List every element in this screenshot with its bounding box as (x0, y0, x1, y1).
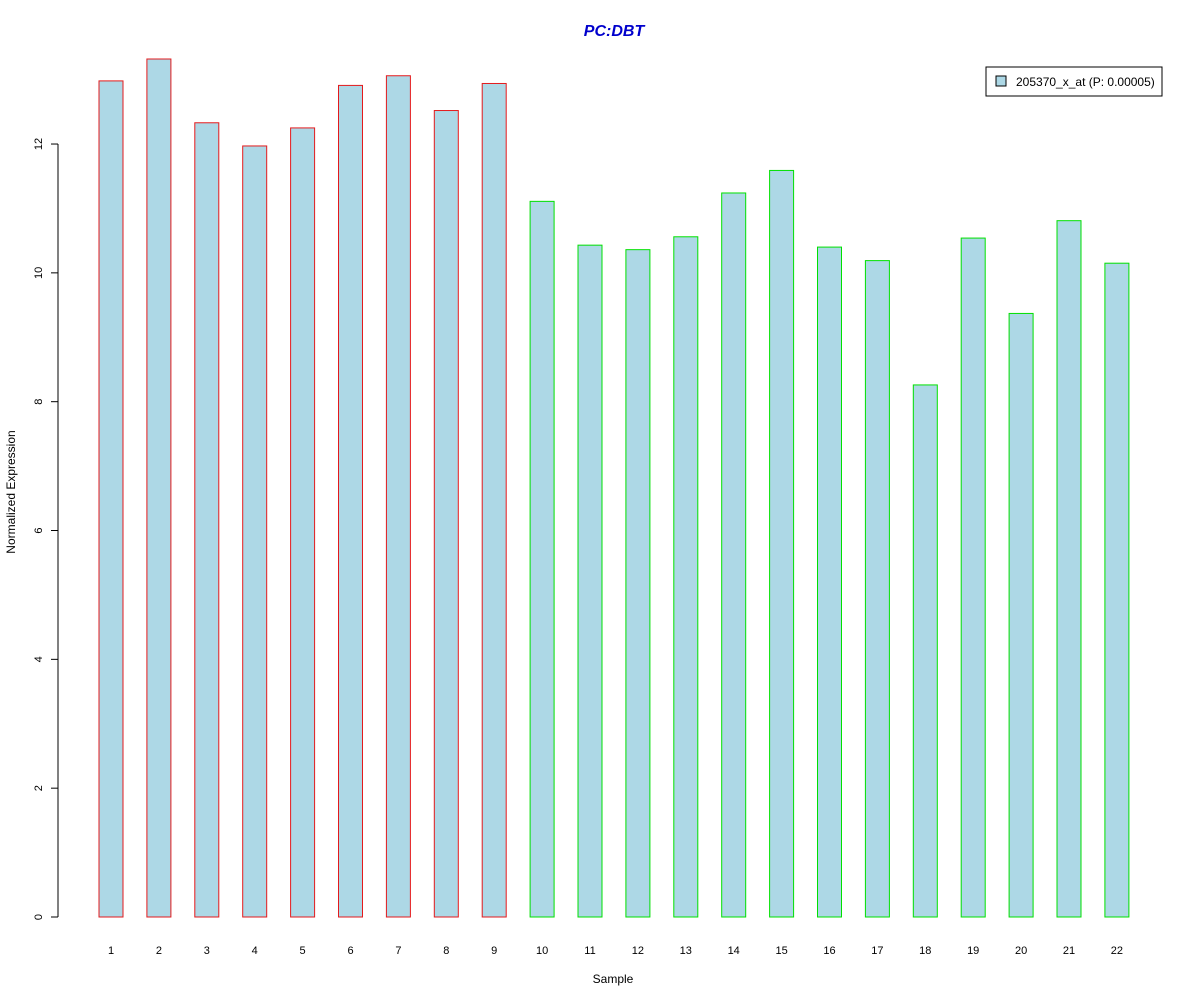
bar (481, 82, 507, 918)
bar (577, 244, 603, 918)
bar (1104, 262, 1130, 918)
x-tick-label: 4 (252, 945, 258, 957)
bar (290, 127, 316, 918)
bar (529, 200, 555, 918)
bar (721, 192, 747, 918)
x-tick-labels: 1 2 3 4 5 6 7 8 9 10 11 12 13 14 15 16 17 18 19 20 21 22 (108, 945, 1123, 957)
x-tick-label: 11 (584, 945, 595, 957)
bar (864, 260, 890, 918)
x-tick-label: 6 (347, 945, 353, 957)
legend: 205370_x_at (P: 0.00005) (985, 66, 1163, 97)
bar (769, 169, 795, 918)
x-tick-label: 3 (204, 945, 210, 957)
chart-title: PC:DBT (584, 23, 646, 40)
x-tick-label: 16 (823, 945, 835, 957)
bar (673, 236, 699, 918)
legend-swatch (995, 75, 1007, 87)
y-tick-label: 8 (33, 399, 45, 405)
x-tick-label: 19 (967, 945, 979, 957)
y-axis: 0 2 4 6 8 10 12 (33, 138, 59, 920)
x-tick-label: 1 (108, 945, 114, 957)
bar (338, 84, 363, 918)
legend-label: 205370_x_at (P: 0.00005) (1016, 75, 1155, 89)
x-axis-label: Sample (593, 972, 634, 986)
y-axis-label: Normalized Expression (4, 430, 18, 553)
bar (433, 110, 459, 918)
x-tick-label: 17 (871, 945, 883, 957)
bar (385, 75, 411, 918)
bars-group (98, 58, 1130, 918)
bar (242, 145, 268, 918)
bar (98, 80, 124, 918)
y-tick-label: 6 (33, 527, 45, 533)
bar (194, 122, 220, 918)
bar (960, 237, 986, 918)
x-tick-label: 14 (728, 945, 740, 957)
x-tick-label: 5 (300, 945, 306, 957)
bar (1056, 220, 1082, 918)
x-tick-label: 10 (536, 945, 548, 957)
x-tick-label: 2 (156, 945, 162, 957)
x-tick-label: 9 (491, 945, 497, 957)
x-tick-label: 7 (395, 945, 401, 957)
legend-box (985, 66, 1163, 97)
bar (146, 58, 172, 918)
x-tick-label: 20 (1015, 945, 1027, 957)
y-tick-label: 10 (33, 267, 45, 279)
x-tick-label: 18 (919, 945, 931, 957)
x-tick-label: 22 (1111, 945, 1123, 957)
bar (625, 249, 651, 918)
bar (912, 384, 938, 918)
y-tick-label: 0 (33, 914, 45, 920)
x-tick-label: 15 (775, 945, 787, 957)
x-tick-label: 21 (1063, 945, 1075, 957)
x-tick-label: 13 (680, 945, 692, 957)
x-tick-label: 12 (632, 945, 644, 957)
y-tick-label: 2 (33, 785, 45, 791)
y-tick-label: 12 (33, 138, 45, 150)
y-tick-label: 4 (33, 656, 45, 662)
bar (1008, 312, 1034, 918)
x-tick-label: 8 (443, 945, 449, 957)
bar (817, 246, 842, 918)
